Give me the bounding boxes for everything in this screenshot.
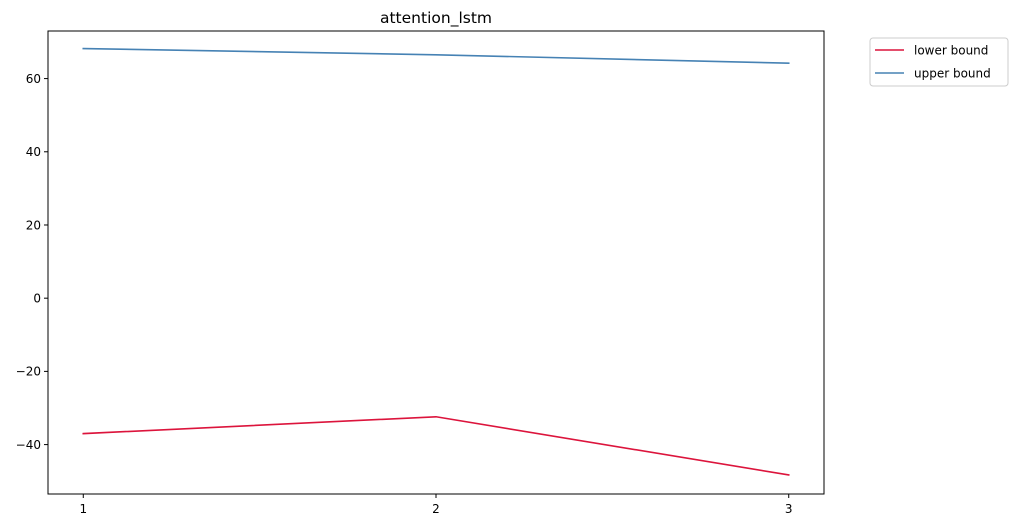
y-tick-label: 60 (26, 72, 41, 86)
x-tick-label: 2 (432, 502, 440, 516)
x-tick-label: 3 (785, 502, 793, 516)
y-tick-label: −20 (16, 365, 41, 379)
legend-frame (869, 37, 1009, 87)
y-tick-label: −40 (16, 438, 41, 452)
x-axis: 1 2 3 (79, 494, 793, 516)
y-tick-label: 20 (26, 218, 41, 232)
y-tick-label: 0 (33, 291, 41, 305)
legend: lower bound upper bound (869, 37, 1009, 87)
x-tick-label: 1 (79, 502, 87, 516)
y-tick-label: 40 (26, 145, 41, 159)
legend-label-upper-bound: upper bound (914, 67, 991, 81)
chart-title: attention_lstm (380, 9, 492, 28)
y-axis: −40 −20 0 20 40 60 (16, 72, 48, 452)
series-layer (82, 47, 790, 476)
plot-frame (47, 30, 825, 495)
legend-label-lower-bound: lower bound (914, 44, 988, 58)
series-line-upper-bound (82, 47, 790, 65)
series-line-lower-bound (82, 415, 790, 476)
